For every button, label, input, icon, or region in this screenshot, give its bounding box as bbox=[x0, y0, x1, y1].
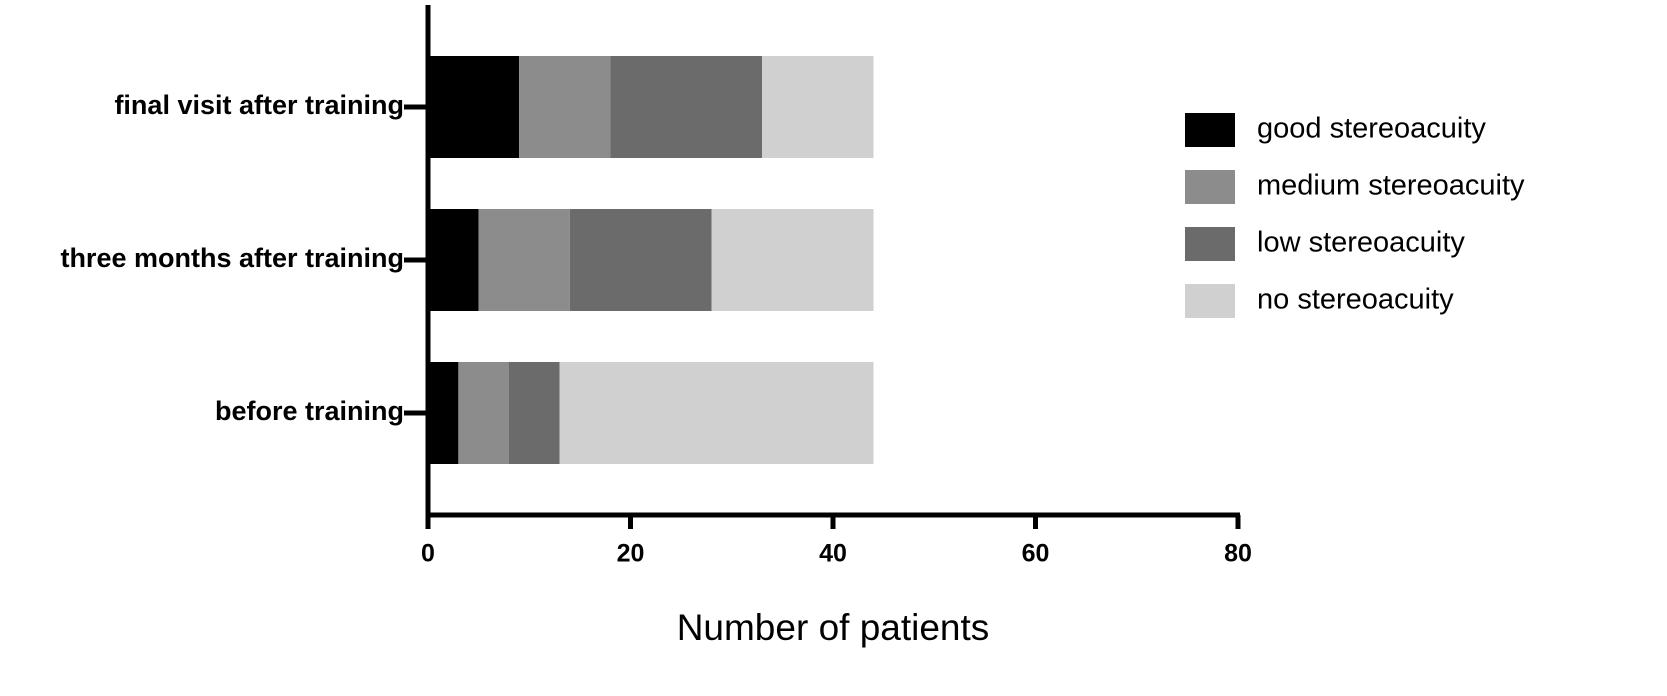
y-tick-label: three months after training bbox=[60, 243, 404, 273]
x-tick-label: 0 bbox=[421, 540, 435, 568]
legend-swatch bbox=[1185, 113, 1235, 147]
bar-segment bbox=[559, 362, 874, 464]
bar-segment bbox=[458, 362, 509, 464]
bar-segment bbox=[711, 209, 874, 311]
bar-segment bbox=[762, 56, 874, 158]
bar-segment bbox=[428, 209, 479, 311]
legend-swatch bbox=[1185, 170, 1235, 204]
bar-segment bbox=[610, 56, 763, 158]
x-tick-label: 40 bbox=[819, 540, 847, 568]
y-tick-label: final visit after training bbox=[114, 90, 404, 120]
y-tick-label: before training bbox=[215, 396, 404, 426]
legend-label: no stereoacuity bbox=[1257, 284, 1454, 316]
bar-segment bbox=[428, 56, 520, 158]
x-axis-label: Number of patients bbox=[677, 607, 990, 648]
legend-label: medium stereoacuity bbox=[1257, 170, 1525, 202]
legend-label: good stereoacuity bbox=[1257, 113, 1486, 145]
legend-swatch bbox=[1185, 227, 1235, 261]
x-tick-label: 80 bbox=[1224, 540, 1252, 568]
bar-segment bbox=[569, 209, 712, 311]
x-tick-label: 60 bbox=[1022, 540, 1050, 568]
legend-label: low stereoacuity bbox=[1257, 227, 1465, 259]
bar-segment bbox=[428, 362, 459, 464]
x-tick-label: 20 bbox=[617, 540, 645, 568]
bar-segment bbox=[509, 362, 560, 464]
bar-segment bbox=[478, 209, 570, 311]
bar-segment bbox=[519, 56, 611, 158]
legend-swatch bbox=[1185, 284, 1235, 318]
